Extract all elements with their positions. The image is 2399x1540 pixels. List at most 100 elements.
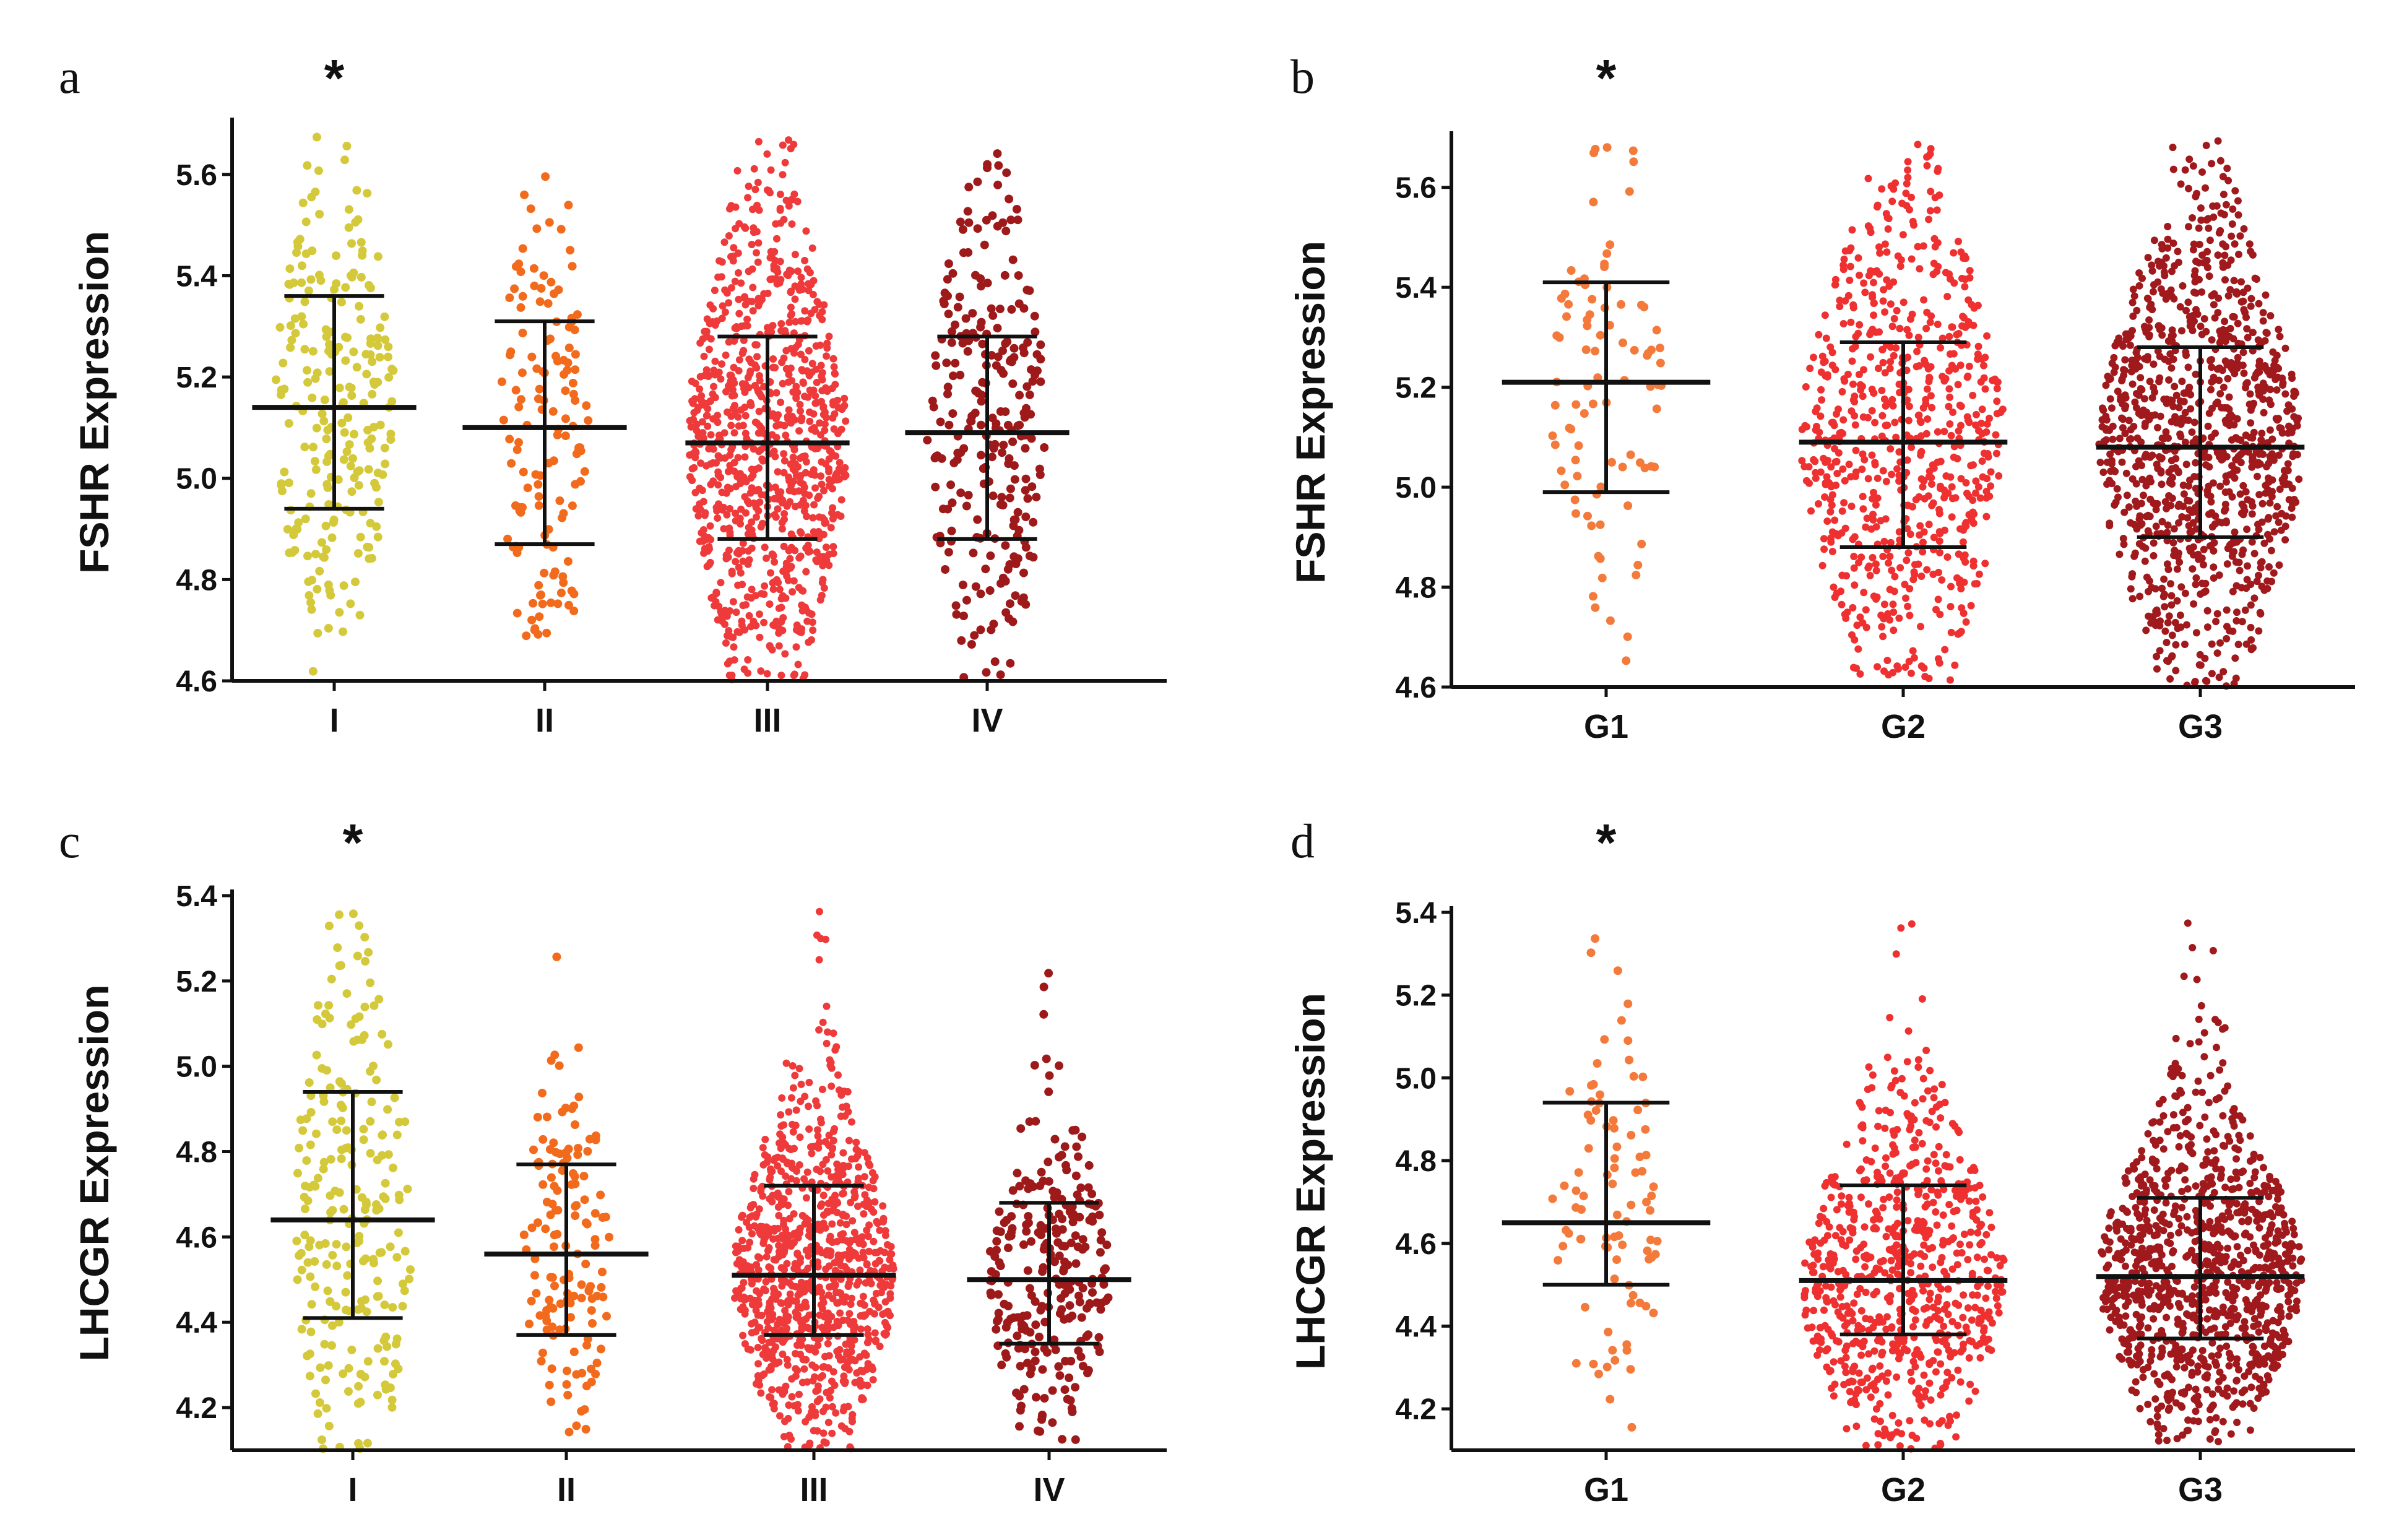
data-point [1946, 676, 1954, 684]
data-point [839, 1210, 847, 1218]
data-point [2247, 419, 2255, 427]
data-point [1656, 358, 1665, 368]
data-point [727, 377, 735, 385]
data-point [2135, 540, 2143, 548]
data-point [2220, 191, 2228, 199]
data-point [809, 626, 817, 634]
data-point [1879, 553, 1887, 560]
data-point [944, 309, 953, 319]
data-point [770, 1284, 777, 1292]
data-point [1911, 571, 1919, 579]
data-point [291, 329, 300, 338]
data-point [1939, 334, 1947, 342]
data-point [2168, 474, 2176, 482]
data-point [2234, 319, 2242, 327]
data-point [774, 1320, 782, 1328]
data-point [808, 1149, 816, 1157]
data-point [852, 1146, 860, 1153]
data-point [763, 1354, 770, 1362]
data-point [833, 470, 841, 478]
data-point [2102, 412, 2110, 420]
data-point [534, 1218, 542, 1227]
data-point [1907, 669, 1915, 677]
data-point [569, 1169, 577, 1178]
data-point [820, 1211, 828, 1219]
data-point [714, 412, 722, 420]
data-point [380, 312, 389, 321]
data-point [561, 386, 570, 396]
data-point [1567, 266, 1576, 275]
data-point [2243, 379, 2251, 387]
data-point [717, 375, 725, 383]
data-point [1868, 386, 1876, 393]
data-point [1827, 463, 1835, 471]
data-point [951, 320, 959, 329]
data-point [2267, 312, 2275, 320]
data-point [1958, 604, 1966, 612]
data-point [788, 459, 796, 467]
data-point [1060, 1142, 1070, 1151]
data-point [740, 347, 748, 355]
data-point [803, 1378, 811, 1386]
data-point [1007, 357, 1016, 366]
data-point [969, 548, 978, 558]
data-point [1875, 243, 1883, 251]
data-point [2203, 248, 2211, 256]
data-point [1917, 573, 1926, 580]
data-point [1878, 432, 1886, 440]
data-point [1969, 562, 1978, 570]
data-point [946, 480, 956, 490]
data-point [2235, 251, 2242, 258]
data-point [735, 422, 743, 430]
data-point [981, 565, 990, 574]
data-point [2230, 277, 2238, 285]
data-point [1019, 343, 1027, 352]
data-point [1024, 1212, 1033, 1221]
data-point [785, 413, 793, 421]
data-point [863, 1382, 871, 1390]
data-point [834, 1071, 842, 1079]
data-point [1854, 254, 1862, 262]
data-point [772, 422, 780, 430]
data-point [1822, 334, 1830, 342]
data-point [580, 1405, 589, 1414]
data-point [845, 1310, 854, 1318]
data-point [2137, 438, 2145, 446]
data-point [787, 288, 795, 296]
data-point [797, 350, 805, 358]
data-point [751, 1170, 759, 1179]
data-point [1007, 305, 1016, 314]
data-point [1902, 594, 1909, 602]
data-point [771, 256, 779, 264]
data-point [1922, 430, 1930, 438]
data-point [2210, 563, 2218, 571]
data-point [828, 509, 836, 517]
data-point [987, 1291, 996, 1300]
data-point [792, 643, 800, 651]
data-point [311, 374, 320, 383]
data-point [2120, 366, 2129, 374]
data-point [306, 1140, 315, 1149]
data-point [775, 642, 783, 650]
data-point [335, 1188, 344, 1197]
data-point [1851, 533, 1859, 541]
data-point [2189, 543, 2197, 551]
data-point [1856, 271, 1863, 279]
data-point [2138, 386, 2146, 394]
data-point [537, 1357, 546, 1366]
data-point [2236, 490, 2244, 498]
data-point [366, 519, 375, 528]
data-point [1847, 244, 1855, 252]
data-point [971, 386, 980, 396]
data-point [1987, 468, 1995, 476]
data-point [711, 357, 719, 365]
data-point [753, 1210, 761, 1218]
data-point [1013, 1169, 1022, 1178]
data-point [2266, 499, 2274, 507]
data-point [997, 493, 1006, 502]
data-point [344, 413, 353, 422]
data-point [1887, 539, 1895, 547]
data-point [1826, 508, 1835, 516]
data-point [1833, 589, 1841, 597]
data-point [1632, 571, 1641, 580]
